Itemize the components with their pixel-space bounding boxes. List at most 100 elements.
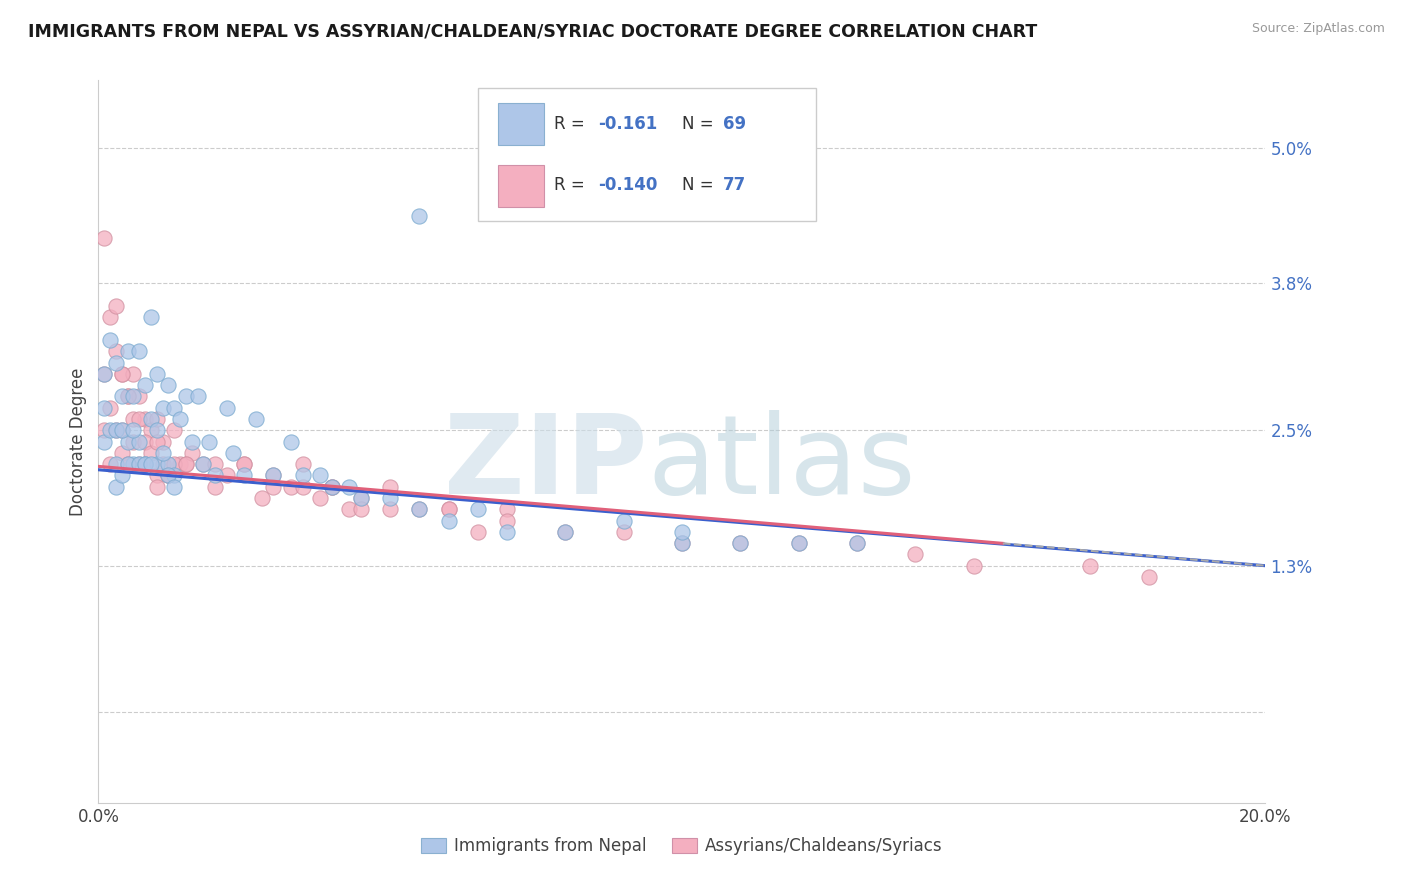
Point — [554, 524, 576, 539]
Point — [163, 423, 186, 437]
Point — [554, 524, 576, 539]
Y-axis label: Doctorate Degree: Doctorate Degree — [69, 368, 87, 516]
Point — [380, 502, 402, 516]
Point — [262, 480, 284, 494]
Point — [146, 468, 169, 483]
Point — [93, 367, 115, 381]
Text: -0.140: -0.140 — [598, 176, 657, 194]
Point — [408, 502, 430, 516]
Point — [146, 412, 169, 426]
Point — [157, 468, 180, 483]
Point — [671, 536, 693, 550]
Point — [204, 468, 226, 483]
Point — [139, 457, 162, 471]
Point — [787, 536, 810, 550]
Point — [291, 480, 314, 494]
Point — [169, 457, 191, 471]
Point — [467, 502, 489, 516]
Point — [321, 480, 343, 494]
Point — [152, 401, 174, 415]
Point — [671, 524, 693, 539]
Point — [104, 423, 127, 437]
Point — [309, 468, 332, 483]
Point — [193, 457, 215, 471]
Point — [104, 423, 127, 437]
Point — [437, 502, 460, 516]
Text: -0.161: -0.161 — [598, 115, 657, 133]
Point — [321, 480, 343, 494]
Point — [233, 457, 256, 471]
FancyBboxPatch shape — [478, 87, 815, 221]
Point — [134, 457, 156, 471]
Point — [117, 389, 139, 403]
Text: R =: R = — [554, 115, 589, 133]
Point — [846, 536, 869, 550]
Point — [146, 457, 169, 471]
Point — [496, 524, 519, 539]
Point — [157, 468, 180, 483]
Point — [198, 434, 221, 449]
FancyBboxPatch shape — [498, 103, 544, 145]
Point — [104, 299, 127, 313]
Point — [128, 389, 150, 403]
Point — [437, 514, 460, 528]
Point — [134, 378, 156, 392]
Point — [134, 434, 156, 449]
Point — [163, 468, 186, 483]
Point — [174, 457, 197, 471]
Text: Source: ZipAtlas.com: Source: ZipAtlas.com — [1251, 22, 1385, 36]
Point — [134, 457, 156, 471]
Point — [117, 344, 139, 359]
FancyBboxPatch shape — [498, 165, 544, 207]
Point — [163, 401, 186, 415]
Point — [730, 536, 752, 550]
Point — [215, 468, 238, 483]
Point — [846, 536, 869, 550]
Point — [291, 468, 314, 483]
Text: atlas: atlas — [647, 409, 915, 516]
Point — [437, 502, 460, 516]
Point — [496, 514, 519, 528]
Point — [350, 491, 373, 505]
Point — [169, 412, 191, 426]
Point — [104, 355, 127, 369]
Point — [111, 446, 134, 460]
Point — [250, 491, 273, 505]
Point — [671, 536, 693, 550]
Point — [128, 412, 150, 426]
Point — [163, 480, 186, 494]
Point — [139, 310, 162, 325]
Point — [408, 502, 430, 516]
Point — [612, 514, 634, 528]
Point — [157, 378, 180, 392]
Point — [146, 434, 169, 449]
Point — [139, 412, 162, 426]
Point — [98, 457, 121, 471]
Point — [122, 434, 145, 449]
Point — [291, 457, 314, 471]
Point — [111, 423, 134, 437]
Point — [321, 480, 343, 494]
Point — [157, 468, 180, 483]
Point — [111, 367, 134, 381]
Point — [1080, 558, 1102, 573]
Point — [221, 446, 243, 460]
Point — [111, 367, 134, 381]
Point — [146, 480, 169, 494]
Point — [152, 434, 174, 449]
Point — [104, 480, 127, 494]
Point — [350, 491, 373, 505]
Point — [180, 446, 202, 460]
Point — [408, 209, 430, 223]
Point — [152, 457, 174, 471]
Point — [122, 367, 145, 381]
Point — [117, 457, 139, 471]
Point — [467, 524, 489, 539]
Point — [134, 457, 156, 471]
Point — [337, 502, 360, 516]
Point — [280, 434, 302, 449]
Point — [280, 480, 302, 494]
Point — [612, 524, 634, 539]
Text: IMMIGRANTS FROM NEPAL VS ASSYRIAN/CHALDEAN/SYRIAC DOCTORATE DEGREE CORRELATION C: IMMIGRANTS FROM NEPAL VS ASSYRIAN/CHALDE… — [28, 22, 1038, 40]
Point — [98, 310, 121, 325]
